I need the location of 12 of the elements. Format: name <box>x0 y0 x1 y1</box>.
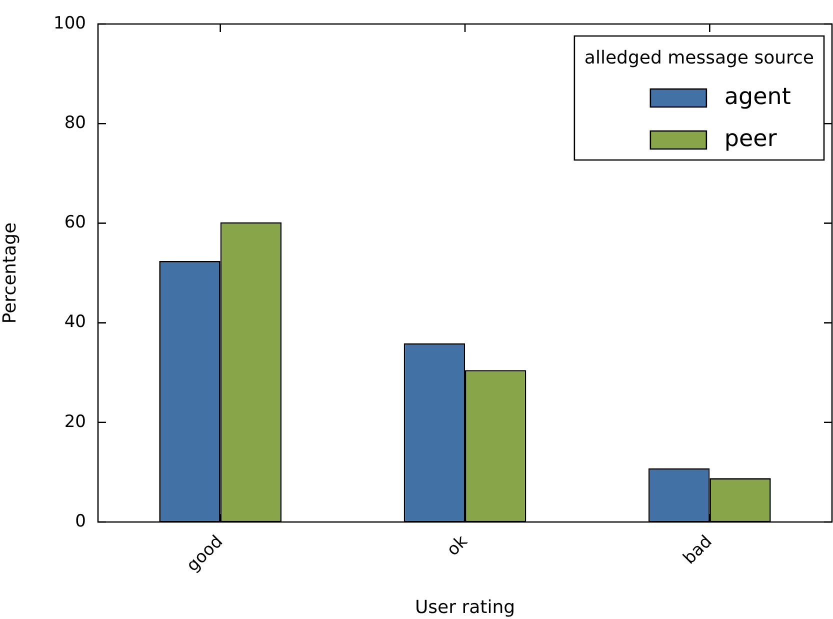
y-axis-title: Percentage <box>0 222 20 324</box>
x-axis-title: User rating <box>414 596 516 618</box>
y-tick-label: 60 <box>64 212 86 233</box>
y-tick-label: 100 <box>54 13 86 34</box>
y-tick-label: 0 <box>75 511 86 532</box>
legend-title: alledged message source <box>584 48 814 69</box>
y-tick-label: 20 <box>64 412 86 432</box>
y-tick-label: 80 <box>64 113 86 134</box>
legend-label: peer <box>724 126 778 152</box>
x-tick-label: ok <box>443 532 472 560</box>
y-tick-label: 40 <box>64 312 86 332</box>
legend-label: agent <box>724 84 791 110</box>
